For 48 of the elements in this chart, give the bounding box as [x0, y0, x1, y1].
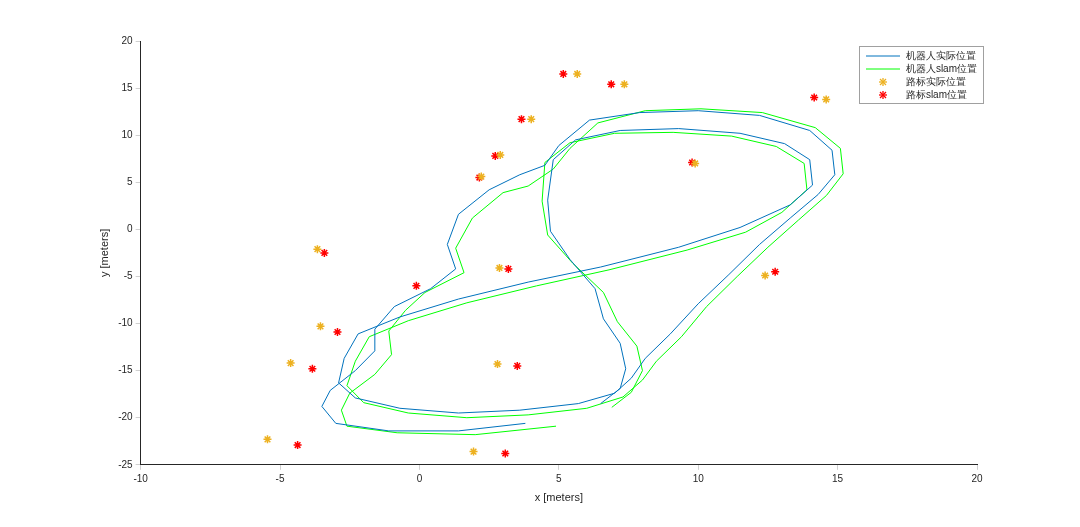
y-tick-label: 10	[121, 128, 134, 140]
point	[495, 150, 506, 160]
point	[468, 446, 479, 457]
legend-label: 路标实际位置	[905, 74, 966, 89]
legend-label: 机器人实际位置	[905, 48, 976, 63]
point	[500, 448, 511, 459]
y-axis-title: y [meters]	[97, 228, 110, 278]
point	[503, 264, 514, 274]
point	[821, 94, 831, 105]
legend-label: 路标slam位置	[905, 87, 967, 102]
point	[606, 79, 616, 90]
point	[494, 263, 505, 273]
point	[319, 248, 330, 258]
x-tick-label: 5	[556, 472, 563, 484]
x-axis-title: x [meters]	[534, 491, 583, 504]
y-tick-label: -20	[118, 411, 134, 423]
point	[558, 69, 569, 79]
y-tick-label: -15	[118, 364, 134, 376]
x-tick-label: -5	[275, 472, 285, 484]
y-tick-label: -5	[123, 270, 134, 282]
point	[285, 358, 296, 368]
point	[770, 266, 780, 277]
legend-label: 机器人slam位置	[905, 61, 977, 76]
point	[411, 281, 422, 291]
point	[312, 244, 323, 254]
point	[619, 79, 630, 90]
y-tick-label: 20	[121, 34, 134, 46]
y-tick-label: 0	[127, 223, 134, 235]
x-tick-label: 10	[692, 472, 705, 484]
x-tick-label: 20	[971, 472, 983, 484]
point	[809, 92, 819, 103]
point	[572, 69, 582, 79]
point	[760, 270, 770, 281]
point	[332, 327, 343, 337]
point	[315, 321, 326, 332]
point	[526, 114, 536, 124]
y-tick-label: -10	[118, 317, 134, 329]
point	[512, 361, 523, 371]
x-tick-label: 15	[832, 472, 844, 484]
x-tick-label: 0	[416, 472, 423, 484]
y-tick-label: -25	[118, 458, 134, 470]
point	[292, 440, 303, 450]
point	[516, 114, 527, 124]
y-tick-label: 15	[121, 81, 134, 93]
y-tick-label: 5	[127, 176, 134, 188]
point	[307, 363, 318, 374]
point	[492, 359, 503, 369]
point	[262, 434, 273, 445]
